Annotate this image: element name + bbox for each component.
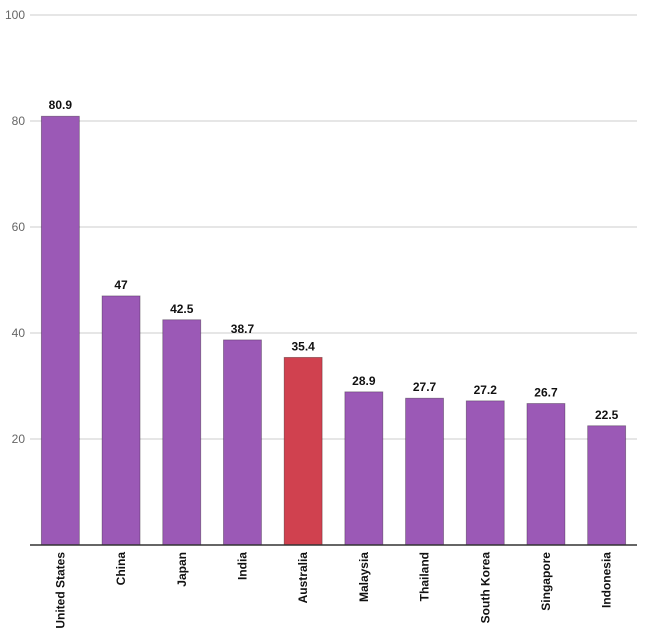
data-label: 38.7 <box>231 322 255 336</box>
bar-thailand <box>405 397 444 546</box>
data-label: 35.4 <box>291 339 315 353</box>
x-tick-label: Malaysia <box>357 552 371 602</box>
data-label: 27.2 <box>474 383 498 397</box>
x-tick-label: Japan <box>175 552 189 587</box>
x-tick-label: China <box>114 552 128 586</box>
bar-singapore <box>526 403 566 546</box>
data-label: 42.5 <box>170 302 194 316</box>
x-tick-label: Thailand <box>418 552 432 601</box>
y-tick-label: 60 <box>12 220 26 234</box>
y-tick-label: 100 <box>5 8 25 22</box>
y-tick-label: 80 <box>12 114 26 128</box>
bar-south-korea <box>465 400 505 546</box>
x-tick-label: United States <box>53 552 67 629</box>
bars <box>40 115 627 546</box>
data-labels: 80.9 47 42.5 38.7 35.4 28.9 27.7 27.2 26.7 22.5 <box>49 98 619 422</box>
y-tick-label: 20 <box>12 432 26 446</box>
x-axis-ticks: United States China Japan India Australia Mal… <box>53 552 613 629</box>
x-tick-label: South Korea <box>478 552 492 624</box>
x-tick-label: Indonesia <box>600 552 614 608</box>
x-tick-label: Australia <box>296 552 310 604</box>
bar-malaysia <box>344 391 384 546</box>
data-label: 80.9 <box>49 98 73 112</box>
x-tick-label: Singapore <box>539 552 553 611</box>
bar-australia <box>283 356 323 546</box>
data-label: 22.5 <box>595 408 619 422</box>
data-label: 26.7 <box>534 385 558 399</box>
bar-china <box>101 295 141 546</box>
bar-japan <box>162 319 202 546</box>
data-label: 28.9 <box>352 374 376 388</box>
data-label: 47 <box>114 278 128 292</box>
data-label: 27.7 <box>413 380 437 394</box>
y-axis-ticks: 20 40 60 80 100 <box>5 8 25 446</box>
x-tick-label: India <box>235 552 249 580</box>
bar-indonesia <box>587 425 627 546</box>
bar-united-states <box>40 115 80 546</box>
bar-india <box>223 339 262 546</box>
y-tick-label: 40 <box>12 326 26 340</box>
